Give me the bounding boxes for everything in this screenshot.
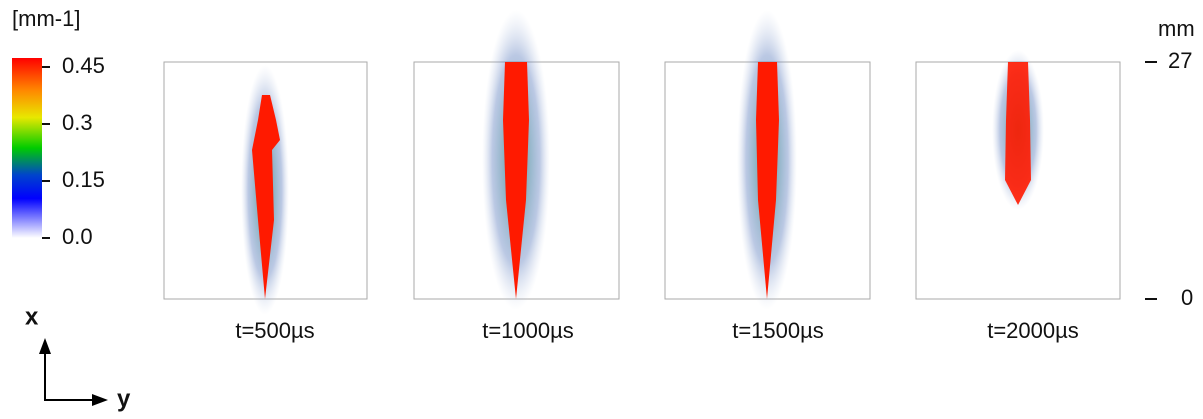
panel-label: t=2000µs xyxy=(987,318,1079,343)
colorbar-tick-label: 0.45 xyxy=(62,53,105,78)
colorbar-unit: [mm-1] xyxy=(12,6,80,31)
colorbar xyxy=(12,58,42,238)
panel: t=1000µs xyxy=(413,10,620,343)
axis-label-y: y xyxy=(117,385,131,412)
colorbar-tick-label: 0.15 xyxy=(62,167,105,192)
panel-label: t=1000µs xyxy=(482,318,574,343)
axis-label-x: x xyxy=(25,303,39,330)
colorbar-tick-label: 0.0 xyxy=(62,224,93,249)
panel: t=1500µs xyxy=(664,10,871,343)
panel: t=2000µs xyxy=(915,50,1121,343)
arrow-head xyxy=(39,338,51,354)
colorbar-tick-label: 0.3 xyxy=(62,110,93,135)
scale-tick-label: 27 xyxy=(1168,48,1192,73)
panel: t=500µs xyxy=(163,61,368,343)
arrow-head xyxy=(92,394,108,406)
panel-label: t=500µs xyxy=(235,318,314,343)
colorbar-ticks: 0.45 0.3 0.15 0.0 xyxy=(42,53,105,249)
scale-tick-label: 0 xyxy=(1181,285,1193,310)
scale-unit: mm xyxy=(1158,16,1195,41)
panel-label: t=1500µs xyxy=(732,318,824,343)
